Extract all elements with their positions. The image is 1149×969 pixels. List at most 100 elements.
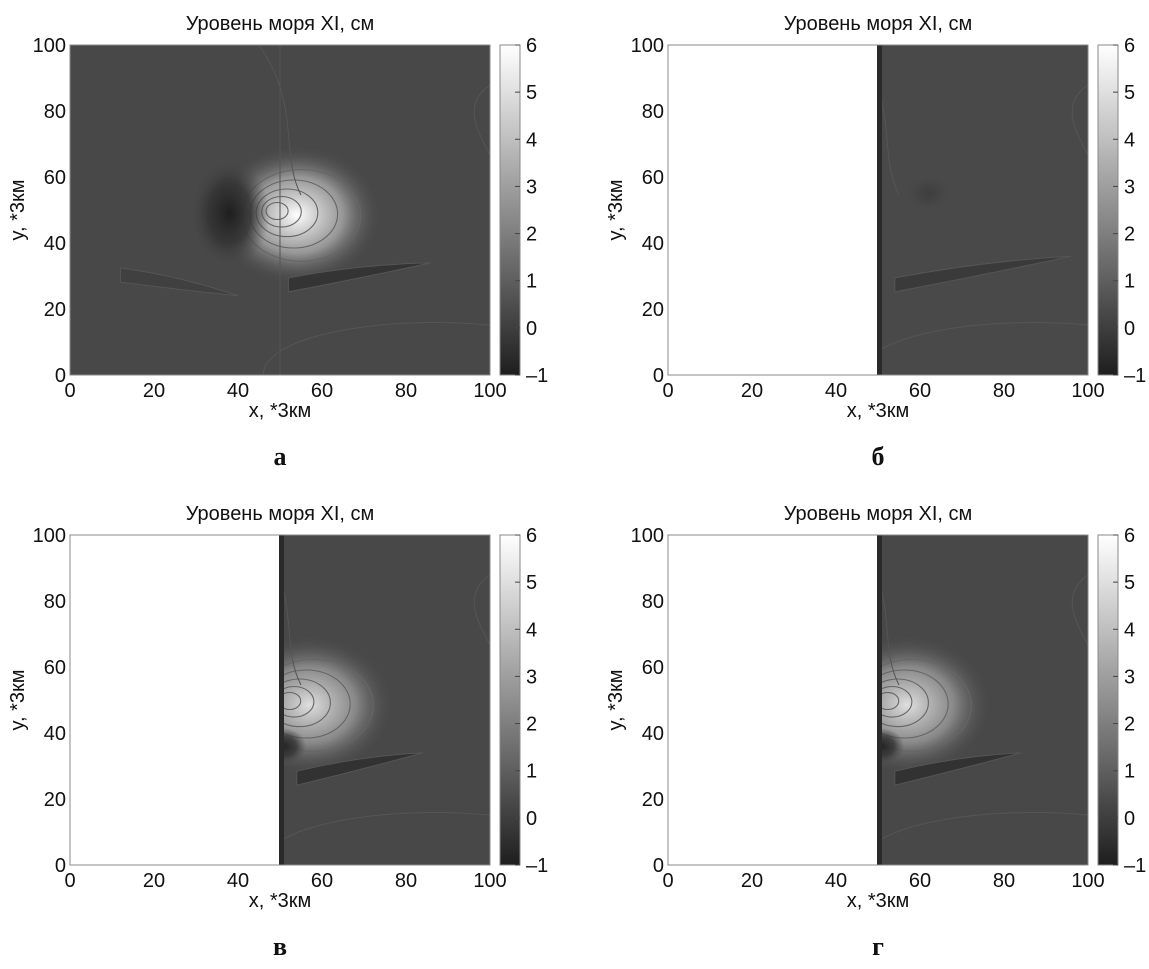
panel-letter: в [273,932,287,961]
y-axis-label: y, *3км [7,669,29,730]
chart-title: Уровень моря XI, см [784,503,973,525]
x-tick-label: 0 [64,870,75,892]
chart-svg: Уровень моря XI, см0 20 40 60 80 100020406080… [7,13,548,471]
x-tick-label: 100 [1071,870,1104,892]
y-tick-label: 20 [44,299,66,321]
colorbar-tick-label: 0 [1124,808,1135,830]
colorbar [499,44,521,376]
colorbar-tick-label: 6 [526,525,537,547]
x-tick-label: 80 [993,870,1015,892]
colorbar-tick-label: –1 [526,365,548,387]
chart-svg: Уровень моря XI, см0 20 40 60 80 100020406080… [7,503,548,961]
y-axis-label: y, *3км [7,179,29,240]
plot-frame [667,534,1089,866]
contour-line [1071,84,1088,156]
x-tick-label: 80 [395,380,417,402]
colorbar-tick-label: 2 [526,714,537,736]
y-tick-label: 80 [44,101,66,123]
panel-letter: а [274,442,287,471]
panel-b: Уровень моря XI, см 0 20 40 60 80 100 0 20 40 60 80… [598,0,1149,479]
colorbar-tick-label: 0 [526,318,537,340]
x-axis-label: x, *3км [249,400,312,422]
heatmap-field [70,45,490,375]
y-tick-label: 20 [642,789,664,811]
x-tick-label: 40 [825,380,847,402]
y-tick-label: 0 [653,365,664,387]
colorbar-tick-label: 4 [1124,129,1135,151]
contour-line [1071,574,1088,646]
colorbar-tick-label: 0 [1124,318,1135,340]
y-tick-label: 60 [44,167,66,189]
masked-region [668,535,878,865]
colorbar-tick-label: 1 [1124,271,1135,293]
panel-letter: г [872,932,884,961]
chart-title: Уровень моря XI, см [784,13,973,35]
x-axis-label: x, *3км [847,890,910,912]
colorbar-tick-label: 3 [526,666,537,688]
y-tick-label: 40 [642,723,664,745]
panel-c: Уровень моря XI, см 0 20 40 60 80 100 0 20 40 60 80… [0,490,574,969]
colorbar [1097,44,1119,376]
chart-title: Уровень моря XI, см [186,503,375,525]
panel-d: Уровень моря XI, см 0 20 40 60 80 100 0 20 40 60 80… [598,490,1149,969]
y-tick-label: 80 [642,591,664,613]
heatmap-field [70,535,490,865]
x-tick-label: 60 [311,380,333,402]
colorbar-tick-label: 1 [526,761,537,783]
x-tick-label: 60 [909,870,931,892]
y-tick-label: 20 [642,299,664,321]
y-tick-label: 80 [642,101,664,123]
contour-line [473,84,490,156]
x-tick-label: 40 [227,870,249,892]
x-tick-label: 0 [64,380,75,402]
y-tick-label: 100 [33,525,66,547]
trough-band [287,262,432,293]
x-tick-label: 80 [395,870,417,892]
trough-band [894,752,1021,786]
minimum-blob [906,175,951,212]
masked-region [668,45,878,375]
heatmap-field [668,535,1088,865]
colorbar-tick-label: 2 [1124,714,1135,736]
chart-title: Уровень моря XI, см [186,13,375,35]
y-tick-label: 60 [642,167,664,189]
x-tick-label: 60 [909,380,931,402]
plot-frame [667,44,1089,376]
minimum-blob [189,158,270,269]
colorbar-tick-label: 4 [1124,619,1135,641]
boundary-line [279,535,284,865]
x-tick-label: 100 [473,870,506,892]
colorbar-tick-label: 6 [1124,35,1135,57]
plot-frame [69,534,491,866]
x-tick-label: 0 [662,380,673,402]
colorbar-tick-label: –1 [1124,855,1146,877]
x-tick-label: 100 [1071,380,1104,402]
trough-band [119,267,239,297]
y-tick-label: 100 [631,525,664,547]
colorbar-tick-label: 3 [1124,666,1135,688]
colorbar-tick-label: 2 [526,224,537,246]
x-tick-label: 20 [143,380,165,402]
colorbar-tick-label: 4 [526,129,537,151]
x-tick-label: 0 [662,870,673,892]
masked-region [70,535,280,865]
y-tick-label: 20 [44,789,66,811]
y-tick-label: 0 [55,365,66,387]
colorbar-tick-label: 6 [1124,525,1135,547]
colorbar-tick-label: 5 [1124,572,1135,594]
contour-line [473,574,490,646]
plot-frame [69,44,491,376]
colorbar [499,534,521,866]
x-tick-label: 80 [993,380,1015,402]
y-tick-label: 40 [44,233,66,255]
colorbar-tick-label: 4 [526,619,537,641]
trough-band [296,752,423,786]
x-axis-label: x, *3км [249,890,312,912]
colorbar-tick-label: –1 [1124,365,1146,387]
boundary-line [877,535,882,865]
boundary-line [877,45,882,375]
contour-line [262,321,490,375]
colorbar [1097,534,1119,866]
x-axis-label: x, *3км [847,400,910,422]
x-tick-label: 40 [227,380,249,402]
